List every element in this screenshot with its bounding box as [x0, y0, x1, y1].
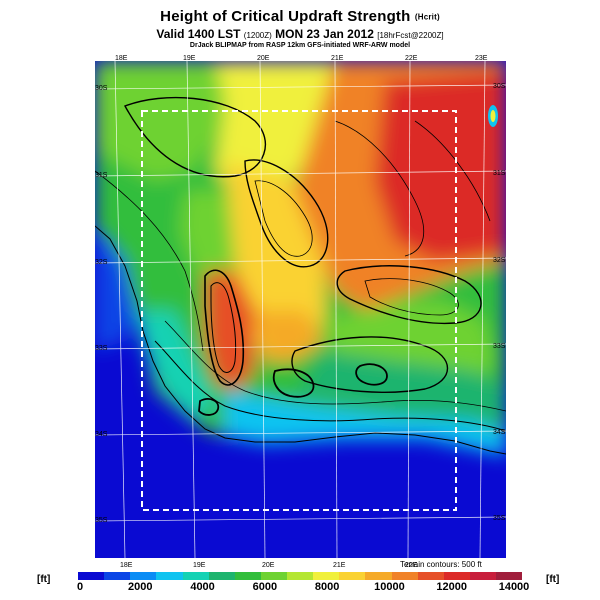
- colorbar-tick-label: 2000: [128, 581, 153, 593]
- colorbar-swatch: [130, 572, 157, 580]
- colorbar-tick-label: 10000: [374, 581, 405, 593]
- colorbar-swatch: [391, 572, 418, 580]
- forecast-run: [18hrFcst@2200Z]: [377, 31, 444, 40]
- title-unit: (Hcrit): [414, 12, 440, 22]
- map-subtitle: Valid 1400 LST (1200Z) MON 23 Jan 2012 […: [0, 27, 600, 41]
- colorbar-tick-label: 6000: [252, 581, 278, 593]
- lon-label-bottom: 20E: [262, 562, 275, 569]
- lat-label-left: 35S: [95, 517, 108, 524]
- map-canvas: [95, 61, 506, 558]
- lon-label-top: 18E: [115, 55, 128, 62]
- lat-label-left: 31S: [95, 172, 108, 179]
- valid-date: MON 23 Jan 2012: [275, 27, 374, 41]
- lat-label-right: 33S: [493, 343, 506, 350]
- colorbar-swatch: [313, 572, 340, 580]
- lat-label-left: 32S: [95, 259, 108, 266]
- hcrit-field: [95, 61, 506, 456]
- colorbar-unit-left: [ft]: [37, 574, 51, 585]
- colorbar-swatch: [339, 572, 366, 580]
- colorbar-swatch: [78, 572, 105, 580]
- colorbar-swatch: [208, 572, 235, 580]
- colorbar-swatch: [496, 572, 523, 580]
- inner-domain-box: [141, 110, 457, 511]
- peak-marker-core: [490, 110, 496, 122]
- lon-label-top: 20E: [257, 55, 270, 62]
- colorbar-swatch: [104, 572, 131, 580]
- colorbar-tick-label: 12000: [436, 581, 467, 593]
- colorbar-tick-label: 4000: [190, 581, 215, 593]
- lon-label-top: 19E: [183, 55, 196, 62]
- lat-label-right: 32S: [493, 257, 506, 264]
- colorbar-swatch: [287, 572, 314, 580]
- lat-label-right: 34S: [493, 429, 506, 436]
- graticule: [95, 61, 506, 558]
- lon-label-top: 23E: [475, 55, 488, 62]
- lon-label-bottom: 22E: [405, 562, 418, 569]
- lat-label-right: 35S: [493, 515, 506, 522]
- forecast-map: 18E 19E 20E 21E 22E 23E 18E 19E 20E 21E 22E 30S 31S 3…: [95, 55, 506, 569]
- colorbar-swatch: [182, 572, 209, 580]
- colorbar-swatch: [365, 572, 392, 580]
- valid-utc: (1200Z): [243, 31, 272, 40]
- lat-label-left: 30S: [95, 85, 108, 92]
- lon-label-top: 22E: [405, 55, 418, 62]
- colorbar-tick-label: 8000: [314, 581, 340, 593]
- lon-label-bottom: 19E: [193, 562, 206, 569]
- lat-label-left: 33S: [95, 345, 108, 352]
- colorbar-tick-label: 0: [76, 581, 84, 593]
- lon-label-bottom: 18E: [120, 562, 133, 569]
- colorbar-swatch: [417, 572, 444, 580]
- model-credit: DrJack BLIPMAP from RASP 12km GFS-initia…: [189, 42, 411, 49]
- title-text: Height of Critical Updraft Strength: [160, 8, 411, 25]
- colorbar-swatch: [443, 572, 470, 580]
- lon-label-bottom: 21E: [333, 562, 346, 569]
- colorbar-swatch: [234, 572, 261, 580]
- colorbar-tick-label: 14000: [498, 581, 530, 593]
- colorbar-swatch: [156, 572, 183, 580]
- valid-time: Valid 1400 LST: [156, 27, 241, 41]
- map-title: Height of Critical Updraft Strength (Hcr…: [0, 8, 600, 25]
- lat-label-right: 30S: [493, 83, 506, 90]
- lon-label-top: 21E: [331, 55, 344, 62]
- colorbar-swatch: [260, 572, 287, 580]
- colorbar-swatch: [469, 572, 496, 580]
- lat-label-left: 34S: [95, 431, 108, 438]
- lat-label-right: 31S: [493, 170, 506, 177]
- colorbar: [78, 572, 523, 580]
- terrain-note: Terrain contours: 500 ft: [400, 560, 482, 569]
- colorbar-unit-right: [ft]: [546, 574, 560, 585]
